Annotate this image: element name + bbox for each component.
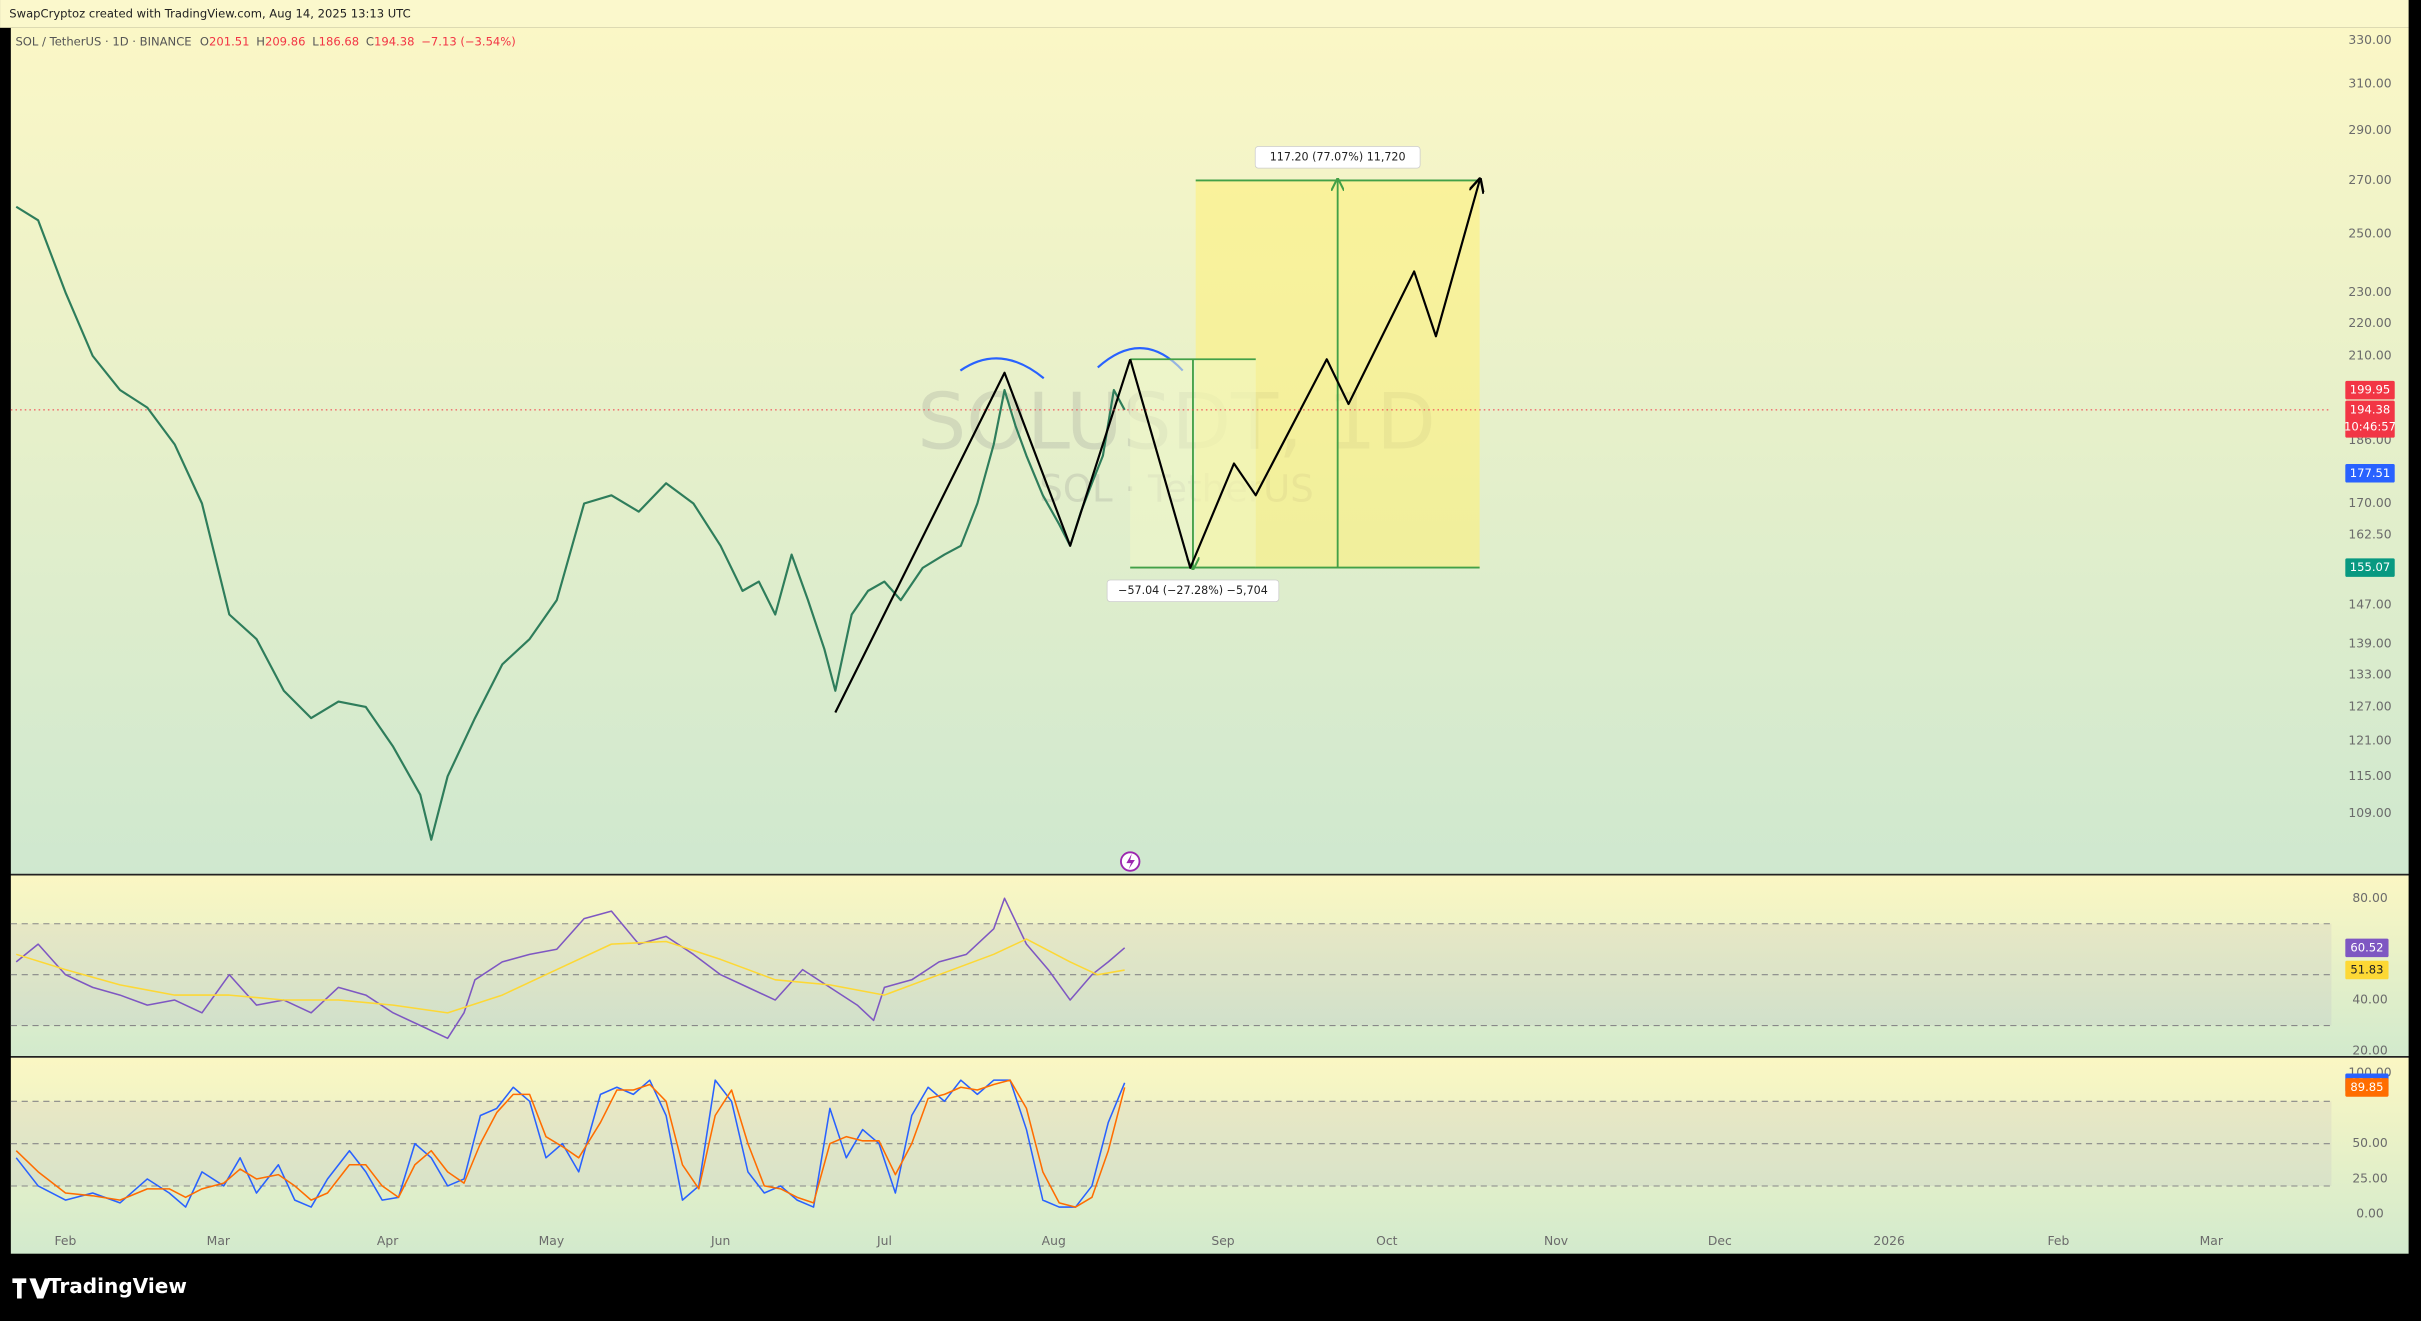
price-label-bg [2345,463,2395,483]
ohlc-value: 209.86 [265,34,305,48]
ohlc-key: C [366,34,374,48]
measure-label-bg [1254,146,1421,169]
measure-label: 117.20 (77.07%) 11,720 [1270,150,1406,163]
y-tick-label: 127.00 [2348,700,2391,714]
measure-label-bg [1106,579,1280,602]
measure-label: −57.04 (−27.28%) −5,704 [1118,584,1268,597]
y-tick-label: 220.00 [2348,316,2391,330]
series-line [834,358,1132,714]
top-arc [959,357,1045,380]
y-tick-label: 133.00 [2348,667,2391,681]
x-tick-label: Sep [1211,1234,1234,1248]
brand-name: TradingView [48,1274,187,1298]
x-tick-label: 2026 [1873,1234,1905,1248]
price-label: 199.95 [2350,383,2390,397]
top-bar [0,0,2409,28]
ohlc-value: 194.38 [374,34,414,48]
y-tick-label: 80.00 [2352,891,2387,905]
last-value-label: 60.52 [2350,940,2383,954]
x-tick-label: Mar [207,1234,231,1248]
brand-logo [12,1278,51,1299]
y-tick-label: 310.00 [2348,77,2391,91]
rsi-panel [10,875,2409,1057]
y-tick-label: 147.00 [2348,597,2391,611]
countdown: 10:46:57 [2344,419,2396,433]
y-tick-label: 109.00 [2348,806,2391,820]
x-tick-label: Dec [1708,1234,1732,1248]
event-icon-bolt [1126,853,1135,870]
ohlc-value: 201.51 [209,34,249,48]
x-tick-label: May [539,1234,565,1248]
series-line [16,938,1125,1014]
y-tick-label: 162.50 [2348,527,2391,541]
last-value-bg [2345,1078,2389,1097]
x-tick-label: Aug [1042,1234,1066,1248]
y-tick-label: 290.00 [2348,123,2391,137]
last-value-bg [2345,960,2389,980]
y-tick-label: 230.00 [2348,285,2391,299]
y-tick-label: 20.00 [2352,1043,2387,1057]
y-tick-label: 210.00 [2348,348,2391,362]
y-tick-label: 139.00 [2348,636,2391,650]
x-tick-label: Feb [55,1234,77,1248]
y-tick-label: 170.00 [2348,496,2391,510]
x-tick-label: Oct [1376,1234,1398,1248]
price-label: 155.07 [2350,560,2390,574]
credit: SwapCryptoz created with TradingView.com… [9,6,410,20]
last-value-label: 51.83 [2350,962,2383,976]
y-tick-label: 270.00 [2348,173,2391,187]
x-tick-label: Nov [1544,1234,1568,1248]
ohlc-key: O [200,34,209,48]
y-tick-label: 50.00 [2352,1136,2387,1150]
last-price-bg [2345,400,2395,438]
price-label: 177.51 [2350,466,2390,480]
price-label-bg [2345,380,2395,400]
ohlc-key: H [256,34,265,48]
y-tick-label: 40.00 [2352,993,2387,1007]
measure: −57.04 (−27.28%) −5,704 [1106,358,1280,602]
plot-layers: 330.00 310.00 290.00 270.00 250.00 230.00 220.… [10,33,2396,1248]
y-tick-label: 115.00 [2348,769,2391,783]
change: −7.13 (−3.54%) [421,34,516,48]
y-tick-label: 25.00 [2352,1171,2387,1185]
ohlc-key: L [312,34,319,48]
ohlc-value: 186.68 [319,34,359,48]
brand: TradingView [12,1274,187,1299]
y-tick-label: 121.00 [2348,733,2391,747]
price-label-bg [2345,558,2395,577]
x-tick-label: Jul [876,1234,892,1248]
series-line [15,1079,1126,1208]
y-tick-label: 0.00 [2356,1207,2384,1221]
series-line [1129,180,1479,569]
x-tick-label: Feb [2047,1234,2069,1248]
y-tick-label: 250.00 [2348,227,2391,241]
y-tick-label: 330.00 [2348,33,2391,47]
symbol: SOL / TetherUS · 1D · BINANCE [15,34,191,48]
x-tick-label: Mar [2200,1234,2224,1248]
last-value-label: 89.85 [2350,1080,2383,1094]
series-line [15,205,1126,841]
last-price-label: 194.38 [2350,402,2390,416]
x-tick-label: Jun [710,1234,730,1248]
last-value-bg [2345,938,2389,958]
series-line [15,897,1126,1040]
x-tick-label: Apr [377,1234,399,1248]
legend-line: SOL / TetherUS · 1D · BINANCE O201.51 H2… [15,34,515,48]
